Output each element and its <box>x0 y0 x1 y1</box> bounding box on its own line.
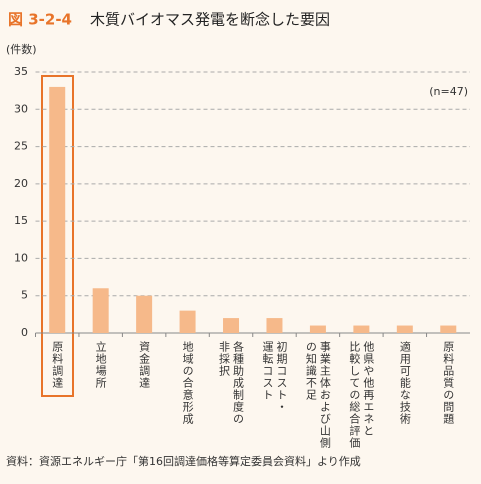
bar <box>179 310 196 333</box>
x-tick-label: 立地場所 <box>94 340 107 389</box>
x-tick-label: 非採択 <box>218 341 231 377</box>
x-tick-label: 各種助成制度の <box>232 340 245 425</box>
bar <box>266 318 283 333</box>
x-tick-label: 事業主体および山側 <box>318 341 331 449</box>
bar <box>440 325 457 333</box>
bar <box>223 318 240 333</box>
x-tick-label: 初期コスト・ <box>275 340 288 413</box>
y-tick-label: 5 <box>21 289 28 302</box>
annotation: (n=47) <box>429 85 468 98</box>
y-tick-label: 20 <box>14 177 28 190</box>
bar <box>396 325 413 333</box>
chart-title: 木質バイオマス発電を断念した要因 <box>90 11 330 29</box>
bar <box>92 288 109 333</box>
source-note: 資料：資源エネルギー庁「第16回調達価格等算定委員会資料」より作成 <box>6 454 361 468</box>
x-tick-label: 地域の合意形成 <box>181 341 194 425</box>
y-tick-label: 35 <box>14 65 28 78</box>
bar <box>49 86 66 334</box>
y-axis-label: (件数) <box>6 43 37 56</box>
bar <box>309 325 326 333</box>
bar <box>136 295 153 333</box>
x-tick-label: 資金調達 <box>138 341 151 389</box>
y-tick-label: 10 <box>14 251 28 264</box>
x-tick-label: 比較しての総合評価 <box>348 341 361 449</box>
x-tick-label: の知識不足 <box>304 341 317 401</box>
y-tick-label: 15 <box>14 214 28 227</box>
x-tick-label: 適用可能な技術 <box>398 340 411 425</box>
bar <box>353 325 370 333</box>
x-tick-label: 原料調達 <box>51 341 64 389</box>
x-tick-label: 運転コスト <box>261 341 274 401</box>
y-tick-label: 0 <box>21 326 28 339</box>
y-tick-label: 30 <box>14 102 28 115</box>
x-tick-label: 他県や他再エネと <box>362 341 375 437</box>
x-tick-label: 原料品質の問題 <box>442 341 455 425</box>
y-tick-label: 25 <box>14 140 28 153</box>
figure-label: 図 3-2-4 <box>8 11 72 29</box>
highlight-box <box>41 75 74 397</box>
